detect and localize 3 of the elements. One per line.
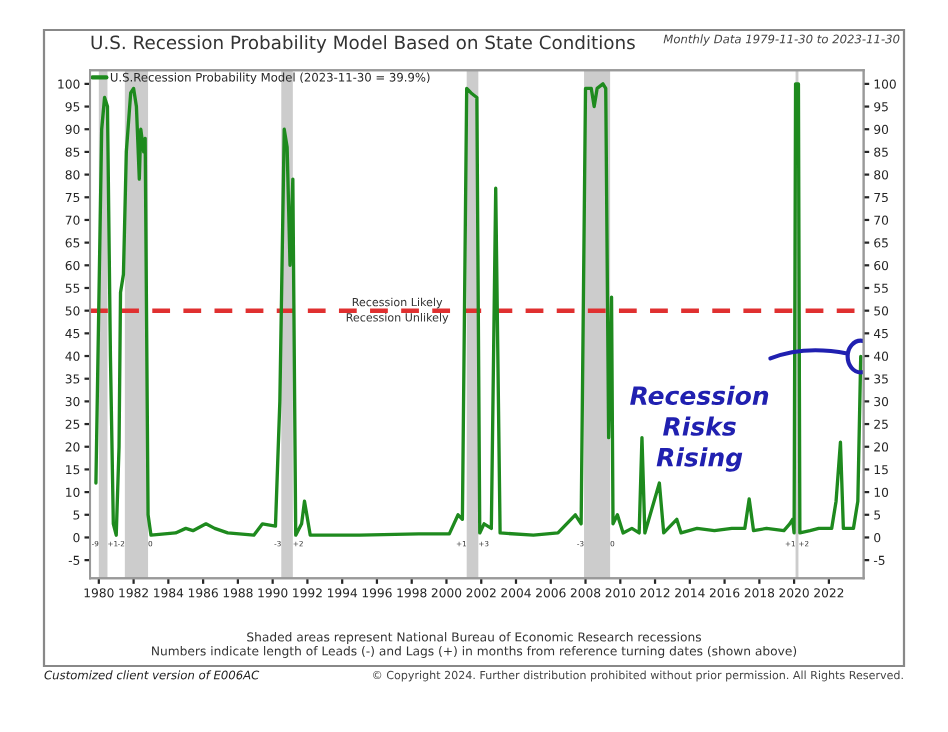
annotation: Recession Risks Rising [630,385,769,472]
chart-title: U.S. Recession Probability Model Based on State Conditions [91,35,635,53]
line-series [94,82,864,537]
